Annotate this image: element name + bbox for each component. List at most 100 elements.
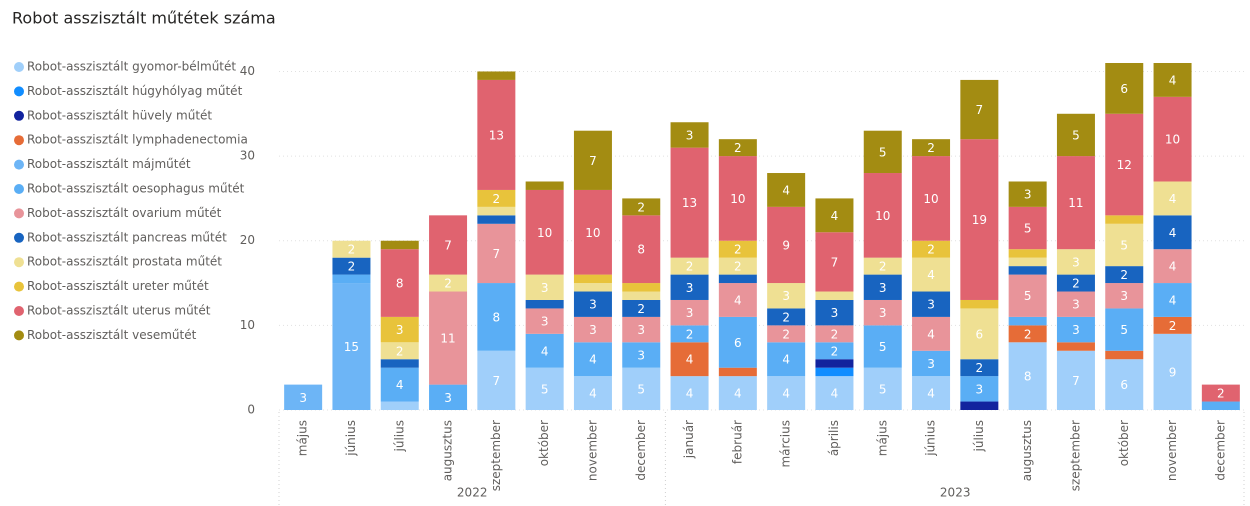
data-label: 2 <box>831 327 839 341</box>
data-label: 3 <box>976 382 984 396</box>
data-label: 5 <box>1024 222 1032 236</box>
data-label: 5 <box>1024 289 1032 303</box>
legend-marker <box>14 184 24 194</box>
bar-segment <box>1008 274 1047 317</box>
bar-segment <box>960 79 999 140</box>
x-tick-label: október <box>1117 420 1131 466</box>
bar-segment <box>1008 266 1047 275</box>
x-tick-label: január <box>682 420 696 459</box>
data-label: 4 <box>1169 260 1177 274</box>
legend-label: Robot-asszisztált lymphadenectomia <box>27 133 248 147</box>
bar-segment <box>477 283 516 351</box>
x-tick-label: október <box>537 420 551 466</box>
data-label: 7 <box>976 103 984 117</box>
data-label: 3 <box>541 315 549 329</box>
bar-segment <box>525 333 564 368</box>
data-label: 9 <box>1169 365 1177 379</box>
legend-marker <box>14 110 24 121</box>
bar-segment <box>815 232 854 292</box>
bar-segment <box>960 299 999 309</box>
data-label: 2 <box>348 243 356 257</box>
bar-segment <box>863 299 902 326</box>
bar-segment <box>1008 342 1047 410</box>
data-label: 7 <box>493 247 501 261</box>
bar-segment <box>1153 215 1192 250</box>
bar-segment <box>718 139 757 157</box>
data-label: 4 <box>1169 73 1177 87</box>
bar-segment <box>670 257 709 275</box>
bar-segment <box>1105 359 1144 410</box>
data-label: 3 <box>879 306 887 320</box>
bar-segment <box>1153 316 1192 334</box>
data-label: 2 <box>734 243 742 257</box>
legend-marker <box>14 86 24 97</box>
bar-segment <box>767 342 806 377</box>
bar-segment <box>863 274 902 300</box>
bar-segment <box>670 299 709 326</box>
bar-segment <box>332 240 371 258</box>
bar-segment <box>477 189 516 207</box>
bar-segment <box>573 189 612 275</box>
bar-segment <box>670 342 709 377</box>
bar-segment <box>622 316 661 343</box>
data-label: 7 <box>444 238 452 252</box>
data-label: 13 <box>682 196 697 210</box>
legend-label: Robot-asszisztált hüvely műtét <box>27 108 212 122</box>
bar-segment <box>429 384 468 410</box>
data-label: 11 <box>440 332 455 346</box>
bar-segment <box>573 291 612 317</box>
data-label: 2 <box>927 243 935 257</box>
data-label: 4 <box>1169 293 1177 307</box>
bar-segment <box>1056 316 1095 343</box>
data-label: 2 <box>686 260 694 274</box>
legend-label: Robot-asszisztált oesophagus műtét <box>27 182 245 196</box>
bar-segment <box>1056 156 1095 250</box>
legend-marker <box>14 232 24 243</box>
bar-segment <box>1008 257 1047 267</box>
data-label: 4 <box>686 387 694 401</box>
x-tick-label: július <box>392 420 406 452</box>
bar-segment <box>332 257 371 275</box>
x-tick-label: július <box>972 420 986 452</box>
data-label: 2 <box>831 344 839 358</box>
bar-segment <box>863 130 902 174</box>
data-label: 3 <box>1072 255 1080 269</box>
bar-segment <box>1105 350 1144 360</box>
bar-segment <box>1008 325 1047 343</box>
bar-segment <box>573 316 612 343</box>
bar-segment <box>815 299 854 326</box>
data-label: 10 <box>585 226 600 240</box>
bar-segment <box>815 359 854 368</box>
bar-segment <box>1008 206 1047 250</box>
data-label: 6 <box>1120 378 1128 392</box>
legend-label: Robot-asszisztált uterus műtét <box>27 304 211 318</box>
legend-marker <box>14 330 24 341</box>
bar-segment <box>332 283 371 410</box>
data-label: 8 <box>637 243 645 257</box>
bar-segment <box>912 257 951 292</box>
data-label: 3 <box>686 306 694 320</box>
bar-segment <box>477 350 516 410</box>
data-label: 6 <box>976 327 984 341</box>
bar-segment <box>912 240 951 258</box>
bar-segment <box>380 401 419 410</box>
legend-marker <box>14 135 24 146</box>
bar-segment <box>670 325 709 343</box>
legend-marker <box>14 281 24 292</box>
data-label: 4 <box>541 344 549 358</box>
bar-segment <box>573 274 612 284</box>
x-tick-label: június <box>924 420 938 457</box>
legend-label: Robot-asszisztált húgyhólyag műtét <box>27 84 243 98</box>
bar-segment <box>960 376 999 402</box>
bar-segment <box>525 189 564 275</box>
bar-segment <box>718 240 757 258</box>
bar-segment <box>815 342 854 360</box>
x-tick-label: november <box>1165 420 1179 481</box>
data-label: 10 <box>1165 133 1180 147</box>
bar-segment <box>912 316 951 351</box>
data-label: 10 <box>923 192 938 206</box>
bar-segment <box>960 139 999 300</box>
data-label: 2 <box>1072 277 1080 291</box>
bar-segment <box>573 130 612 190</box>
data-label: 3 <box>589 298 597 312</box>
